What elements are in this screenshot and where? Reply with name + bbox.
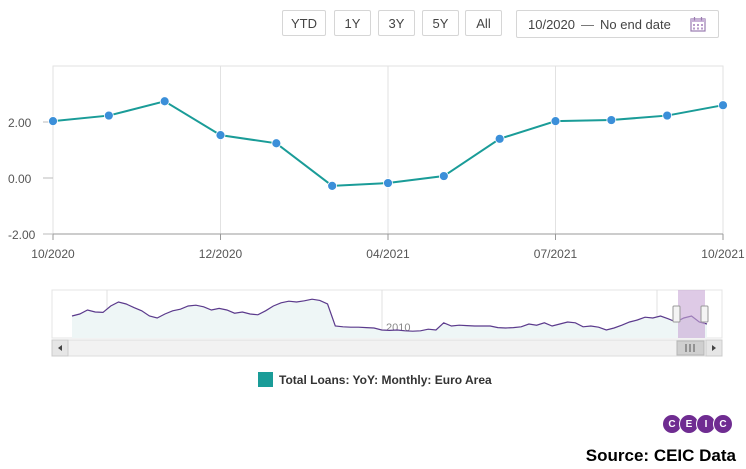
- legend[interactable]: Total Loans: YoY: Monthly: Euro Area: [258, 372, 492, 387]
- date-range-input[interactable]: 10/2020 — No end date: [516, 10, 719, 38]
- navigator-line: [71, 298, 708, 332]
- range-button-5y[interactable]: 5Y: [422, 10, 459, 36]
- data-point: [662, 110, 673, 121]
- x-tick-label: 12/2020: [199, 247, 243, 261]
- navigator[interactable]: 200020102020: [0, 280, 746, 370]
- data-point: [327, 180, 338, 191]
- calendar-icon[interactable]: [690, 16, 706, 32]
- y-tick-label: 2.00: [8, 116, 32, 130]
- line-chart: 10/2020 12/2020 04/2021 07/2021 10/2021 -2.00…: [8, 65, 745, 261]
- date-range-separator: —: [581, 16, 594, 32]
- y-tick-label: 0.00: [8, 172, 32, 186]
- arrow-right-icon[interactable]: [712, 345, 716, 351]
- data-point: [48, 116, 58, 127]
- legend-label: Total Loans: YoY: Monthly: Euro Area: [279, 372, 492, 387]
- data-point: [550, 116, 561, 127]
- legend-swatch: [258, 372, 273, 387]
- x-tick-label: 10/2021: [701, 247, 745, 261]
- data-point: [438, 171, 449, 181]
- navigator-area: [72, 299, 707, 338]
- scrollbar-track[interactable]: [51, 339, 723, 357]
- source-label: Source: CEIC Data: [585, 446, 736, 465]
- range-button-ytd[interactable]: YTD: [282, 10, 326, 36]
- arrow-left-icon[interactable]: [58, 345, 62, 351]
- range-button-1y[interactable]: 1Y: [334, 10, 371, 36]
- data-point: [383, 178, 393, 188]
- data-point: [103, 110, 114, 121]
- navigator-handle-left[interactable]: [672, 305, 681, 323]
- data-point: [159, 96, 170, 107]
- date-range-start: 10/2020: [528, 16, 575, 32]
- data-point: [718, 100, 728, 111]
- x-tick-label: 07/2021: [534, 247, 578, 261]
- ceic-logo: C E I C: [662, 414, 733, 434]
- x-tick-label: 04/2021: [366, 247, 410, 261]
- y-tick-label: -2.00: [8, 228, 36, 242]
- data-point: [271, 138, 282, 149]
- date-range-end: No end date: [600, 16, 671, 32]
- logo-letter: C: [713, 414, 733, 434]
- x-tick-label: 10/2020: [31, 247, 75, 261]
- range-button-all[interactable]: All: [465, 10, 502, 36]
- data-point: [606, 115, 617, 125]
- navigator-handle-right[interactable]: [700, 305, 709, 323]
- range-button-3y[interactable]: 3Y: [378, 10, 415, 36]
- data-point: [215, 130, 226, 141]
- data-point: [494, 133, 505, 144]
